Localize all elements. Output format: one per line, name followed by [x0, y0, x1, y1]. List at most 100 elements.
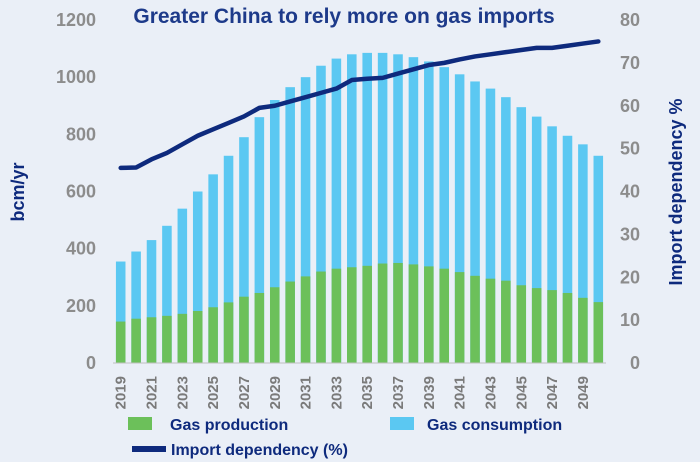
- x-tick-label: 2037: [390, 376, 407, 409]
- production-bar-2024: [192, 310, 203, 363]
- right-tick-label: 0: [630, 353, 640, 373]
- production-bar-2027: [239, 296, 249, 363]
- production-bar-2040: [439, 268, 450, 363]
- right-tick-label: 10: [620, 310, 640, 330]
- production-bar-2026: [223, 302, 234, 363]
- consumption-bar-2040: [439, 67, 450, 363]
- consumption-bar-2047: [547, 126, 557, 363]
- production-bar-2025: [208, 307, 218, 363]
- consumption-bar-2019: [115, 261, 126, 363]
- consumption-bar-2045: [516, 107, 527, 364]
- right-tick-label: 30: [620, 224, 640, 244]
- production-bar-2034: [347, 267, 357, 363]
- left-tick-label: 200: [66, 296, 96, 316]
- production-bar-2042: [470, 275, 480, 363]
- consumption-bar-2021: [146, 240, 157, 363]
- legend-label-production: Gas production: [170, 417, 288, 434]
- consumption-bar-2049: [578, 144, 588, 363]
- production-bar-2020: [131, 318, 141, 363]
- bars-layer: [115, 52, 604, 364]
- consumption-bar-2020: [131, 251, 141, 363]
- consumption-bar-2030: [285, 87, 295, 364]
- production-bar-2032: [316, 271, 326, 363]
- x-tick-label: 2043: [482, 376, 499, 409]
- production-bar-2046: [531, 288, 542, 363]
- production-bar-2049: [578, 297, 588, 363]
- right-tick-label: 70: [620, 53, 640, 73]
- legend-swatch-consumption: [390, 417, 414, 430]
- consumption-bar-2024: [192, 191, 203, 363]
- production-bar-2039: [424, 266, 434, 363]
- x-tick-label: 2041: [452, 376, 469, 409]
- production-bar-2029: [269, 287, 280, 363]
- consumption-bar-2031: [300, 77, 311, 364]
- consumption-bar-2039: [424, 61, 434, 363]
- production-bar-2030: [285, 281, 295, 363]
- left-tick-label: 800: [66, 124, 96, 144]
- right-tick-label: 20: [620, 267, 640, 287]
- x-tick-label: 2049: [575, 376, 592, 409]
- consumption-bar-2044: [501, 97, 511, 364]
- right-tick-label: 50: [620, 139, 640, 159]
- legend: Gas production Gas consumption Import de…: [128, 417, 562, 459]
- production-bar-2033: [331, 268, 342, 363]
- production-bar-2045: [516, 285, 527, 363]
- consumption-bar-2042: [470, 81, 480, 363]
- consumption-bar-2023: [177, 208, 188, 363]
- consumption-bar-2050: [593, 155, 604, 363]
- x-tick-label: 2023: [174, 376, 191, 409]
- production-bar-2022: [162, 315, 172, 363]
- production-bar-2041: [454, 272, 465, 363]
- import-dependency-line: [118, 39, 601, 171]
- production-bar-2037: [393, 262, 403, 363]
- x-tick-label: 2027: [236, 376, 253, 409]
- consumption-bar-2025: [208, 174, 218, 363]
- right-tick-label: 80: [620, 10, 640, 30]
- consumption-bar-2038: [408, 57, 419, 363]
- legend-swatch-production: [128, 417, 152, 430]
- x-tick-label: 2021: [144, 376, 161, 409]
- consumption-bar-2043: [485, 88, 496, 363]
- consumption-bar-2033: [331, 58, 342, 364]
- x-tick-label: 2025: [205, 376, 222, 409]
- x-tick-label: 2031: [298, 376, 315, 409]
- production-bar-2028: [254, 292, 265, 363]
- left-tick-label: 400: [66, 239, 96, 259]
- x-tick-label: 2029: [267, 376, 284, 409]
- x-tick-label: 2019: [113, 376, 130, 409]
- production-bar-2036: [377, 263, 388, 363]
- production-bar-2019: [115, 321, 126, 363]
- right-axis-title: Import dependency %: [666, 98, 686, 285]
- production-bar-2047: [547, 290, 557, 363]
- consumption-bar-2026: [223, 155, 234, 363]
- left-axis-title: bcm/yr: [8, 162, 28, 221]
- consumption-bar-2046: [531, 116, 542, 363]
- legend-label-dependency: Import dependency (%): [171, 442, 348, 459]
- right-tick-label: 40: [620, 182, 640, 202]
- x-tick-label: 2047: [544, 376, 561, 409]
- consumption-bar-2028: [254, 117, 265, 364]
- line-layer: [118, 39, 601, 171]
- production-bar-2050: [593, 302, 604, 363]
- consumption-bar-2034: [347, 54, 357, 364]
- production-bar-2043: [485, 278, 496, 363]
- production-bar-2031: [300, 276, 311, 363]
- production-bar-2023: [177, 313, 188, 363]
- consumption-bar-2037: [393, 54, 403, 364]
- legend-label-consumption: Gas consumption: [427, 417, 562, 434]
- left-tick-label: 1200: [56, 10, 96, 30]
- consumption-bar-2048: [562, 135, 573, 363]
- production-bar-2035: [362, 265, 372, 363]
- consumption-bar-2029: [269, 100, 280, 363]
- left-tick-label: 0: [86, 353, 96, 373]
- production-bar-2048: [562, 292, 573, 363]
- x-tick-label: 2045: [513, 376, 530, 409]
- x-axis: 2019 2021 2023 2025 2027 2029 2031 2033 2035 2037…: [113, 362, 606, 409]
- x-tick-label: 2035: [359, 376, 376, 409]
- consumption-bar-2041: [454, 74, 465, 363]
- chart-title: Greater China to rely more on gas import…: [133, 5, 554, 28]
- consumption-bar-2027: [239, 137, 249, 363]
- consumption-bar-2036: [377, 52, 388, 364]
- x-tick-label: 2039: [421, 376, 438, 409]
